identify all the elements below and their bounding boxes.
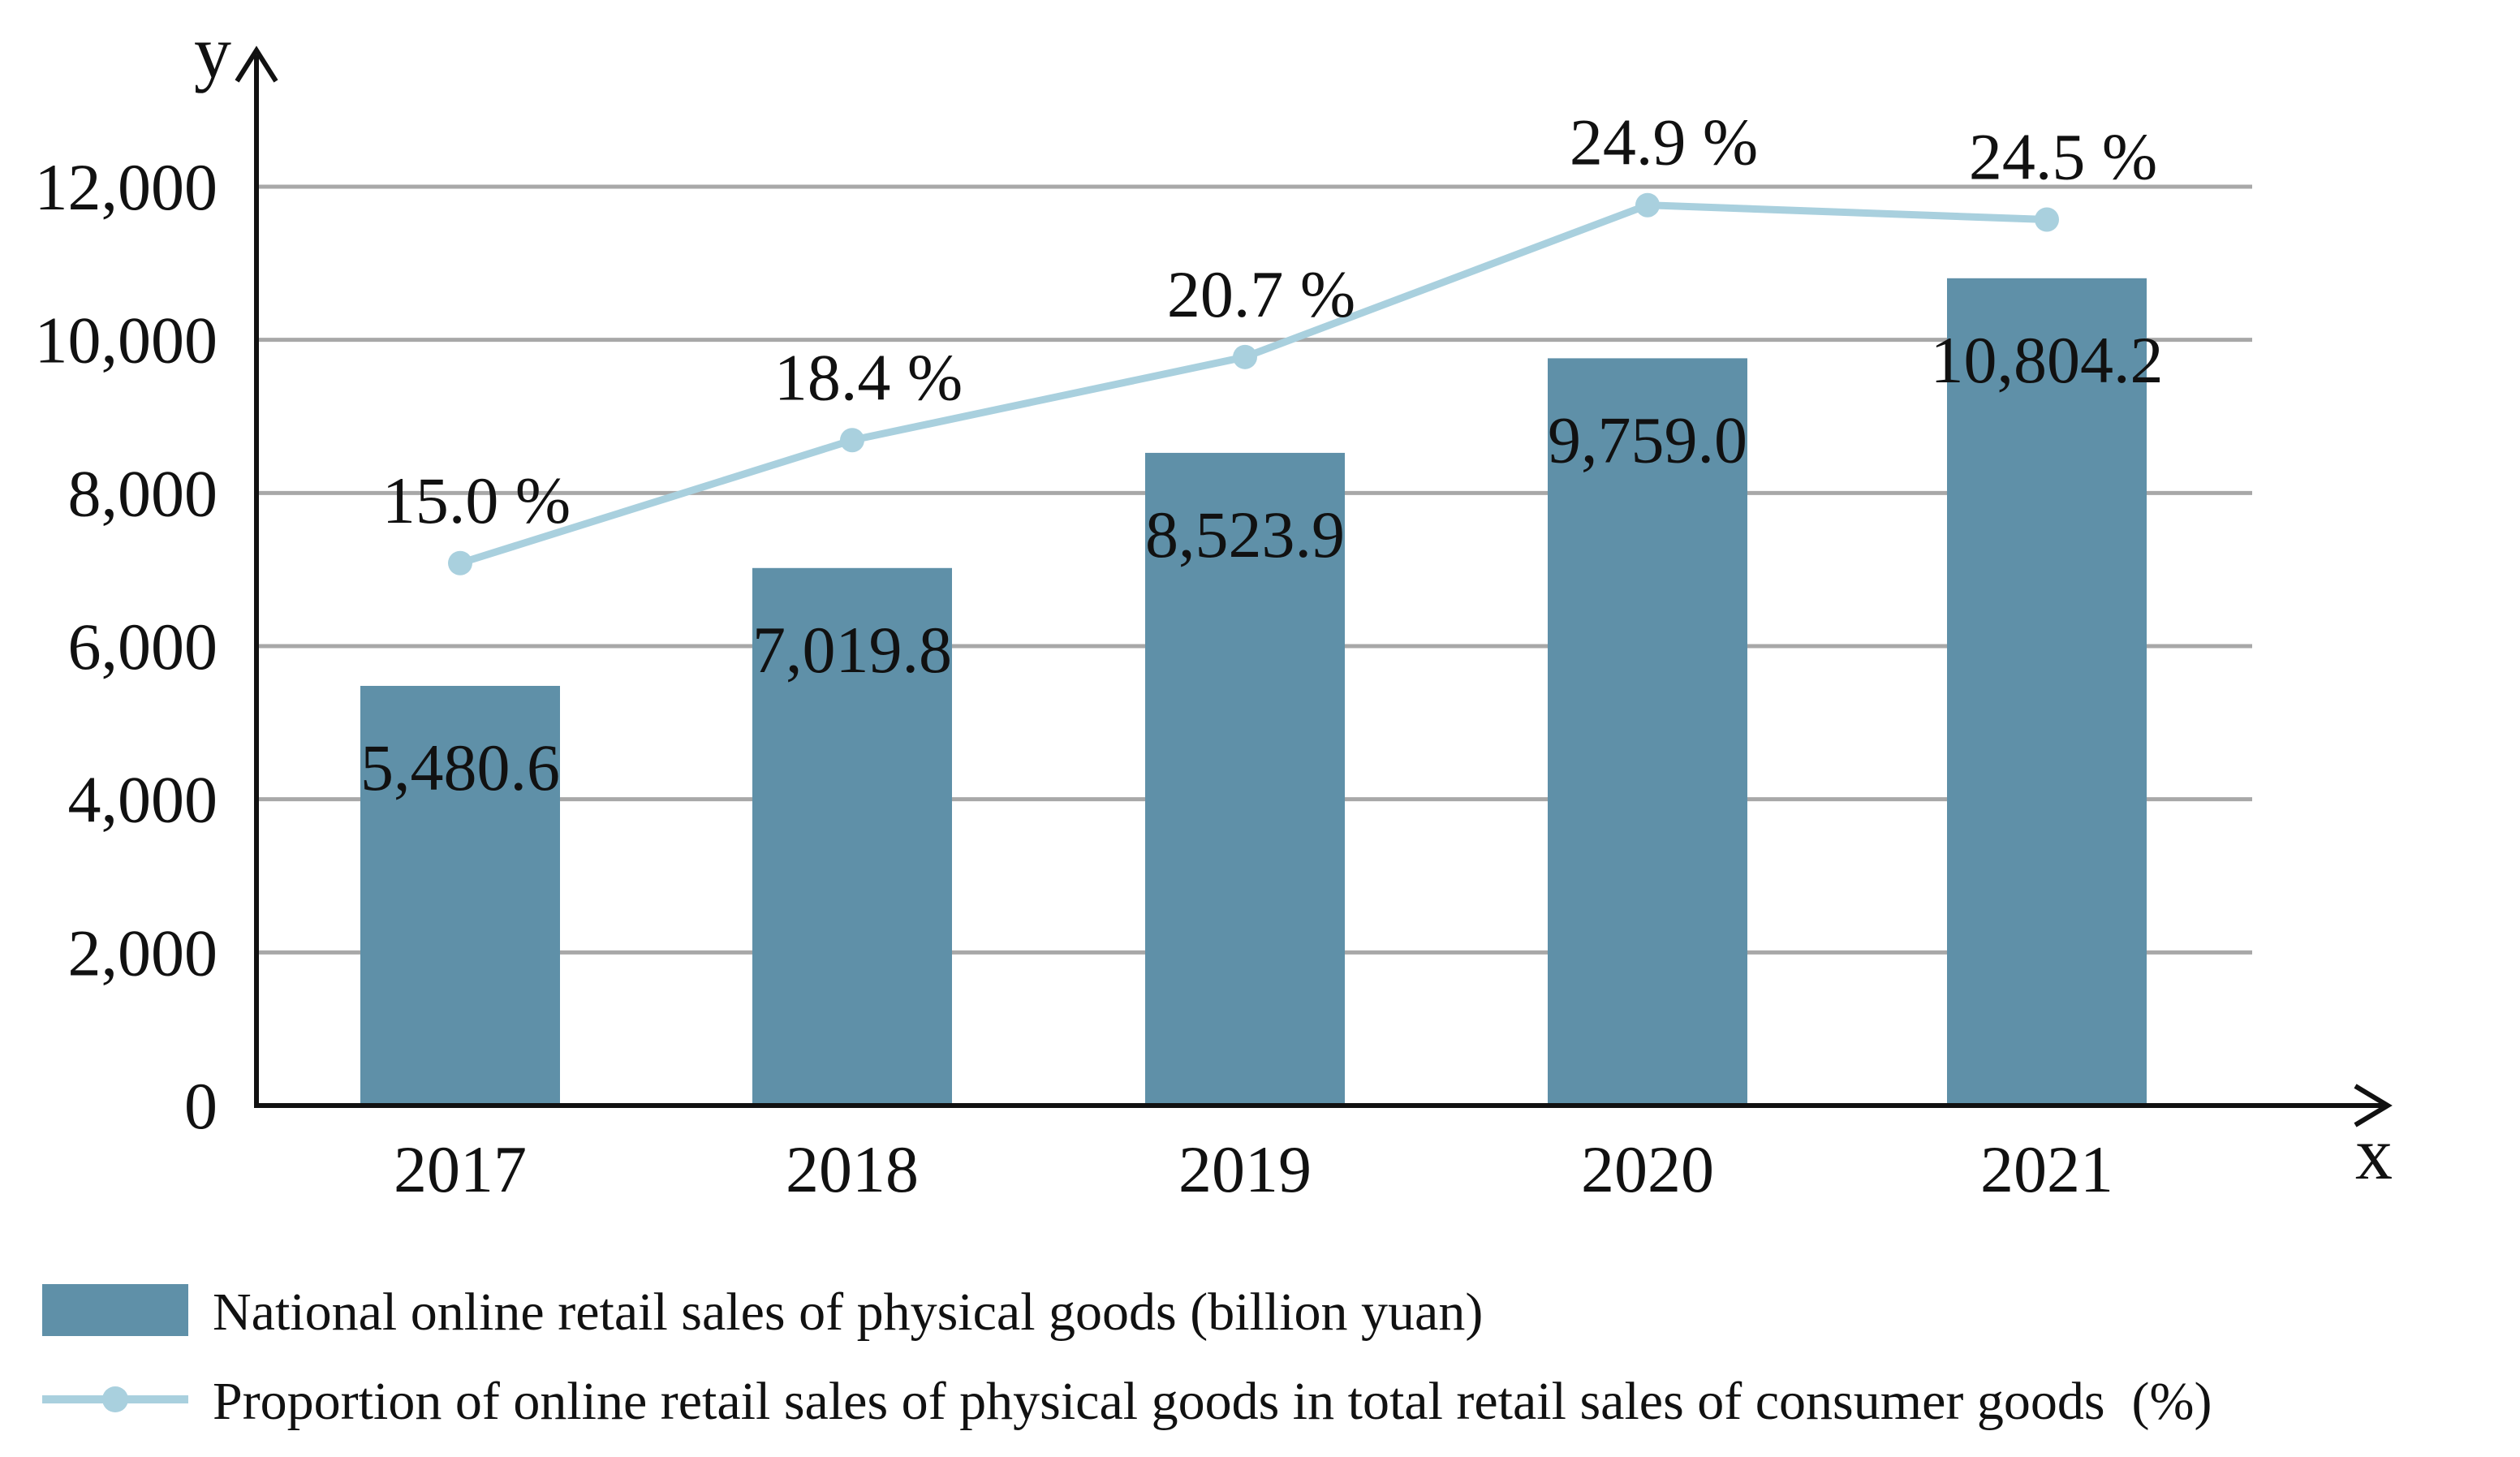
bar xyxy=(1145,452,1345,1106)
x-tick-label: 2018 xyxy=(786,1132,919,1206)
x-tick-label: 2017 xyxy=(394,1132,527,1206)
bar-value-label: 8,523.9 xyxy=(1145,498,1345,571)
proportion-point xyxy=(448,550,472,575)
x-tick-label: 2021 xyxy=(1980,1132,2113,1206)
bar-value-label: 9,759.0 xyxy=(1548,403,1747,476)
proportion-point xyxy=(1635,192,1660,218)
tick-labels: 0 2,000 4,000 6,000 8,000 10,000 12,000 2017 201… xyxy=(35,150,2114,1206)
legend-bar-swatch xyxy=(42,1284,188,1336)
y-tick-label: 4,000 xyxy=(68,763,218,837)
proportion-value-label: 24.5 % xyxy=(1969,120,2157,194)
y-tick-label: 10,000 xyxy=(35,304,218,377)
proportion-value-label: 18.4 % xyxy=(774,340,963,414)
axes: y x xyxy=(194,11,2393,1195)
bar-value-label: 10,804.2 xyxy=(1931,323,2164,397)
legend-line-label: Proportion of online retail sales of phy… xyxy=(213,1372,2212,1431)
legend-line-marker xyxy=(102,1386,128,1412)
y-tick-label: 0 xyxy=(184,1069,218,1143)
proportion-point xyxy=(2035,207,2059,232)
bar-value-label: 7,019.8 xyxy=(752,613,952,687)
bar xyxy=(1947,278,2147,1106)
y-tick-label: 6,000 xyxy=(68,610,218,683)
y-axis-arrow xyxy=(235,45,278,83)
x-tick-label: 2020 xyxy=(1581,1132,1714,1206)
bar-series xyxy=(360,278,2147,1106)
proportion-value-label: 24.9 % xyxy=(1570,106,1758,179)
bar xyxy=(752,567,952,1106)
bar xyxy=(360,685,560,1106)
x-axis-letter: x xyxy=(2355,1112,2393,1195)
y-tick-label: 12,000 xyxy=(35,150,218,224)
data-labels: 5,480.6 7,019.8 8,523.9 9,759.0 10,804.2 15.0… xyxy=(360,106,2164,804)
y-axis-letter: y xyxy=(194,11,231,93)
y-tick-label: 2,000 xyxy=(68,916,218,989)
proportion-point xyxy=(840,428,864,453)
y-tick-label: 8,000 xyxy=(68,456,218,530)
x-tick-label: 2019 xyxy=(1178,1132,1312,1206)
bar xyxy=(1548,358,1747,1106)
proportion-value-label: 20.7 % xyxy=(1167,257,1355,331)
x-axis-arrow xyxy=(2354,1084,2393,1127)
proportion-value-label: 15.0 % xyxy=(382,463,571,537)
proportion-point xyxy=(1233,344,1257,369)
line-series xyxy=(448,192,2059,575)
bar-value-label: 5,480.6 xyxy=(360,731,560,804)
legend: National online retail sales of physical… xyxy=(42,1282,2212,1431)
legend-bar-label: National online retail sales of physical… xyxy=(213,1282,1483,1342)
